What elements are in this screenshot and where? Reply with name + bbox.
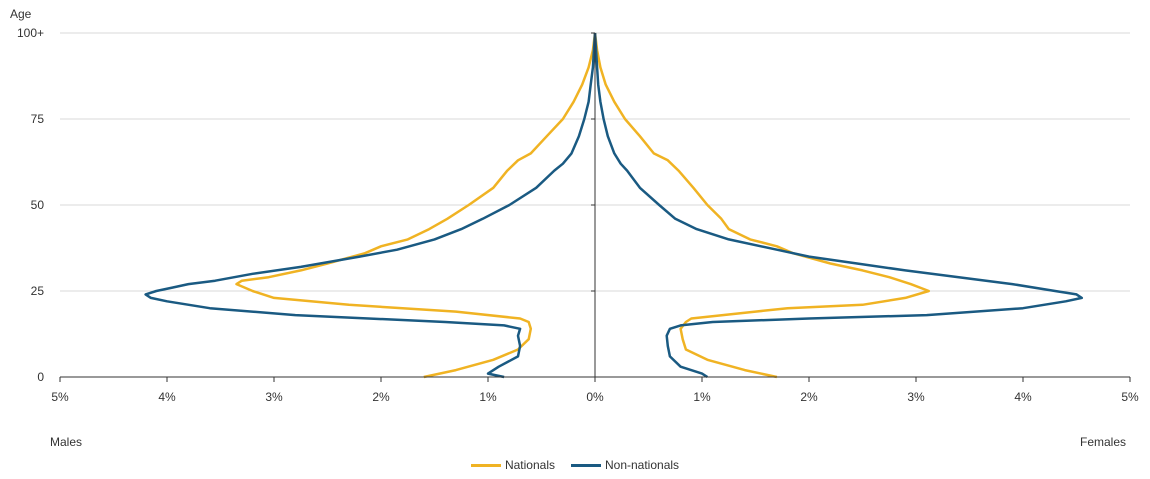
x-tick-label: 3%: [265, 390, 283, 404]
y-tick-label: 0: [37, 370, 44, 384]
axes: [59, 32, 1131, 382]
y-axis-label: Age: [10, 7, 32, 21]
x-tick-label: 0%: [586, 390, 604, 404]
legend-swatch-non-nationals: [570, 463, 601, 467]
x-tick-label: 2%: [372, 390, 390, 404]
series-line-non-nationals-females: [593, 32, 1084, 379]
legend-label-nationals: Nationals: [504, 458, 555, 472]
x-tick-label: 1%: [693, 390, 711, 404]
legend-item-non-nationals[interactable]: Non-nationals: [570, 458, 680, 472]
x-tick-label: 2%: [800, 390, 818, 404]
series-lines: [144, 32, 1084, 379]
x-tick-labels: 5% 4% 3% 2% 1% 0% 1% 2% 3% 4% 5%: [51, 390, 1139, 404]
y-tick-label: 25: [31, 284, 45, 298]
y-tick-labels: 0 25 50 75 100+: [17, 26, 44, 384]
x-tick-label: 4%: [158, 390, 176, 404]
series-line-non-nationals-males: [144, 32, 597, 379]
y-tick-label: 50: [31, 198, 45, 212]
y-tick-label: 75: [31, 112, 45, 126]
x-tick-label: 4%: [1014, 390, 1032, 404]
x-tick-label: 1%: [479, 390, 497, 404]
legend-label-non-nationals: Non-nationals: [604, 458, 680, 472]
x-tick-label: 3%: [907, 390, 925, 404]
legend-item-nationals[interactable]: Nationals: [470, 458, 555, 472]
x-tick-label: 5%: [1121, 390, 1139, 404]
legend-swatch-nationals: [470, 463, 501, 467]
y-tick-label: 100+: [17, 26, 44, 40]
males-label: Males: [50, 435, 82, 449]
females-label: Females: [1080, 435, 1126, 449]
legend: Nationals Non-nationals: [0, 458, 1150, 472]
x-tick-label: 5%: [51, 390, 69, 404]
